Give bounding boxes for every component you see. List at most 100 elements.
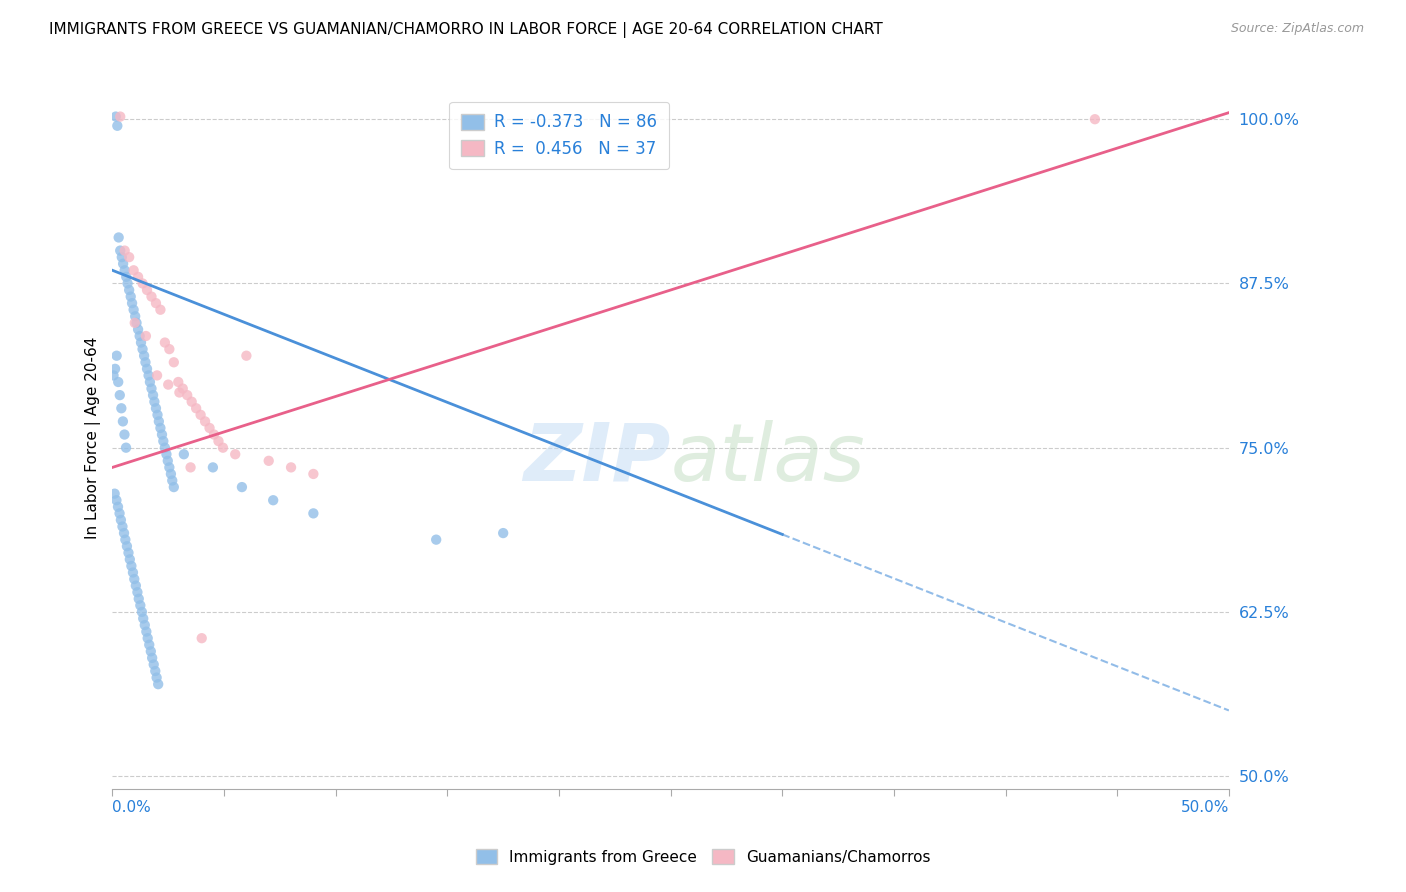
Text: 50.0%: 50.0% bbox=[1181, 800, 1229, 814]
Point bbox=[302, 507, 325, 521]
Point bbox=[492, 526, 515, 541]
Point bbox=[146, 368, 169, 383]
Point bbox=[121, 296, 143, 310]
Point bbox=[194, 414, 217, 428]
Point bbox=[235, 349, 257, 363]
Point bbox=[131, 342, 153, 356]
Point bbox=[117, 277, 139, 291]
Point bbox=[110, 401, 132, 416]
Point bbox=[117, 546, 139, 560]
Y-axis label: In Labor Force | Age 20-64: In Labor Force | Age 20-64 bbox=[86, 336, 101, 539]
Point bbox=[135, 624, 157, 639]
Point bbox=[115, 539, 138, 553]
Point bbox=[172, 382, 194, 396]
Point bbox=[114, 263, 136, 277]
Point bbox=[135, 329, 157, 343]
Point bbox=[112, 257, 135, 271]
Point bbox=[146, 408, 169, 422]
Point bbox=[145, 401, 167, 416]
Point bbox=[127, 322, 149, 336]
Point bbox=[129, 335, 152, 350]
Point bbox=[114, 427, 136, 442]
Point bbox=[103, 368, 125, 383]
Point bbox=[143, 664, 166, 678]
Point bbox=[104, 110, 127, 124]
Point bbox=[141, 289, 163, 303]
Point bbox=[302, 467, 325, 481]
Point bbox=[129, 599, 152, 613]
Point bbox=[111, 414, 134, 428]
Point bbox=[111, 250, 134, 264]
Point bbox=[157, 460, 180, 475]
Point bbox=[224, 447, 246, 461]
Point bbox=[110, 513, 132, 527]
Point bbox=[173, 447, 195, 461]
Point bbox=[201, 460, 224, 475]
Point bbox=[104, 362, 127, 376]
Text: atlas: atlas bbox=[671, 420, 866, 498]
Point bbox=[198, 421, 221, 435]
Point bbox=[127, 585, 149, 599]
Point bbox=[142, 657, 165, 672]
Point bbox=[138, 368, 160, 383]
Point bbox=[149, 302, 172, 317]
Point bbox=[142, 388, 165, 402]
Text: IMMIGRANTS FROM GREECE VS GUAMANIAN/CHAMORRO IN LABOR FORCE | AGE 20-64 CORRELAT: IMMIGRANTS FROM GREECE VS GUAMANIAN/CHAM… bbox=[49, 22, 883, 38]
Point bbox=[120, 558, 142, 573]
Point bbox=[131, 277, 153, 291]
Point bbox=[105, 119, 128, 133]
Point bbox=[150, 427, 173, 442]
Point bbox=[122, 302, 145, 317]
Point bbox=[108, 507, 131, 521]
Point bbox=[104, 486, 127, 500]
Point bbox=[176, 388, 198, 402]
Point bbox=[186, 401, 208, 416]
Legend: R = -0.373   N = 86, R =  0.456   N = 37: R = -0.373 N = 86, R = 0.456 N = 37 bbox=[449, 102, 669, 169]
Point bbox=[118, 283, 141, 297]
Point bbox=[190, 408, 212, 422]
Point bbox=[207, 434, 229, 449]
Point bbox=[148, 677, 170, 691]
Point bbox=[139, 644, 162, 658]
Point bbox=[202, 427, 225, 442]
Point bbox=[139, 375, 162, 389]
Point bbox=[163, 355, 186, 369]
Point bbox=[110, 244, 132, 258]
Point bbox=[148, 414, 170, 428]
Point bbox=[112, 526, 135, 541]
Point bbox=[157, 377, 180, 392]
Point bbox=[115, 441, 138, 455]
Point bbox=[136, 283, 159, 297]
Point bbox=[120, 289, 142, 303]
Point bbox=[167, 375, 190, 389]
Point bbox=[107, 375, 129, 389]
Point bbox=[280, 460, 302, 475]
Point bbox=[134, 349, 156, 363]
Point bbox=[127, 269, 149, 284]
Point bbox=[134, 618, 156, 632]
Point bbox=[160, 467, 183, 481]
Point bbox=[163, 480, 186, 494]
Point bbox=[155, 447, 177, 461]
Point bbox=[125, 579, 148, 593]
Point bbox=[425, 533, 447, 547]
Point bbox=[118, 552, 141, 566]
Point bbox=[262, 493, 284, 508]
Point bbox=[231, 480, 253, 494]
Point bbox=[105, 493, 128, 508]
Point bbox=[257, 454, 280, 468]
Point bbox=[131, 605, 153, 619]
Point bbox=[122, 566, 145, 580]
Point bbox=[128, 329, 150, 343]
Point bbox=[124, 310, 146, 324]
Point bbox=[138, 638, 160, 652]
Point bbox=[157, 342, 180, 356]
Point bbox=[114, 533, 136, 547]
Legend: Immigrants from Greece, Guamanians/Chamorros: Immigrants from Greece, Guamanians/Chamo… bbox=[470, 843, 936, 871]
Point bbox=[156, 454, 179, 468]
Point bbox=[212, 441, 235, 455]
Point bbox=[114, 244, 136, 258]
Point bbox=[1084, 112, 1107, 127]
Point bbox=[190, 631, 212, 645]
Point bbox=[118, 250, 141, 264]
